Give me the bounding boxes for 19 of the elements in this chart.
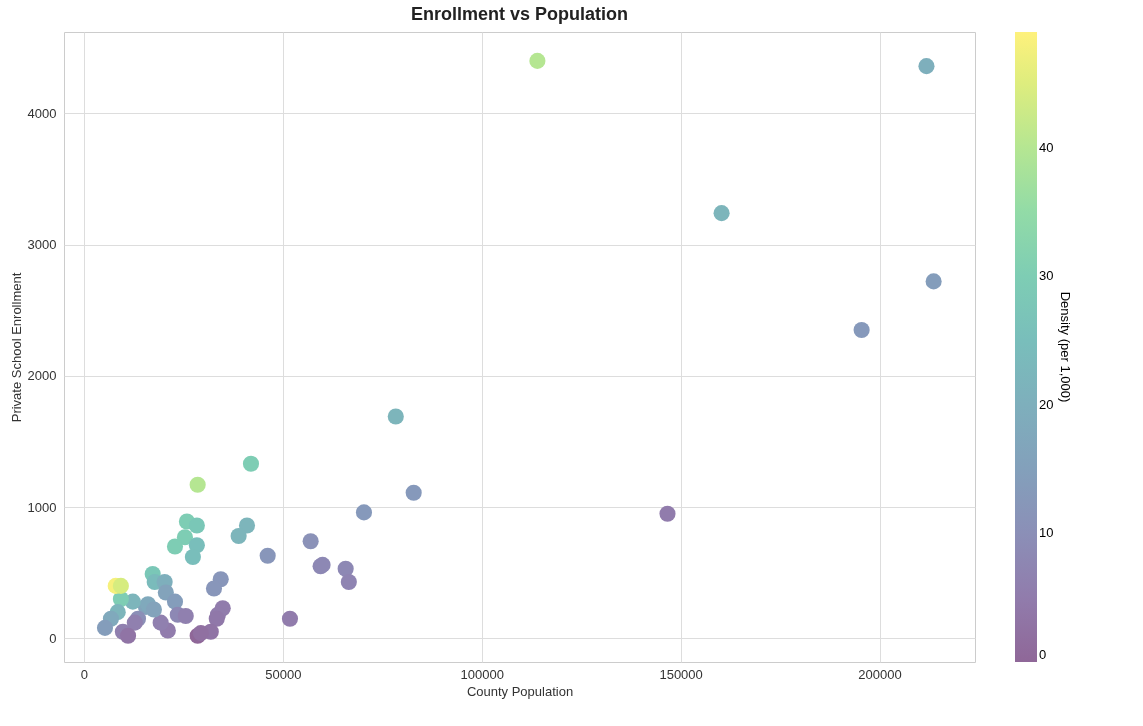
color-bar-title: Density (per 1,000) [1058,291,1073,403]
y-tick-label: 2000 [27,368,57,384]
x-tick-label: 50000 [265,666,302,682]
color-bar-label: 40 [1039,139,1054,155]
y-tick-label: 0 [49,630,57,646]
chart-title: Enrollment vs Population [410,4,629,24]
color-bar-label: 0 [1039,647,1047,662]
y-tick-label: 1000 [27,499,57,515]
x-axis-title: County Population [466,683,574,699]
x-tick-label: 150000 [659,666,703,682]
color-bar-label: 30 [1039,268,1054,284]
color-bar-label: 10 [1039,525,1054,541]
x-tick-label: 0 [80,666,89,682]
y-tick-label: 3000 [27,237,57,253]
y-tick-label: 4000 [27,105,57,121]
x-tick-label: 200000 [858,666,902,682]
y-axis-title: Private School Enrollment [8,272,24,423]
x-tick-label: 100000 [460,666,504,682]
color-bar-label: 20 [1039,396,1054,412]
